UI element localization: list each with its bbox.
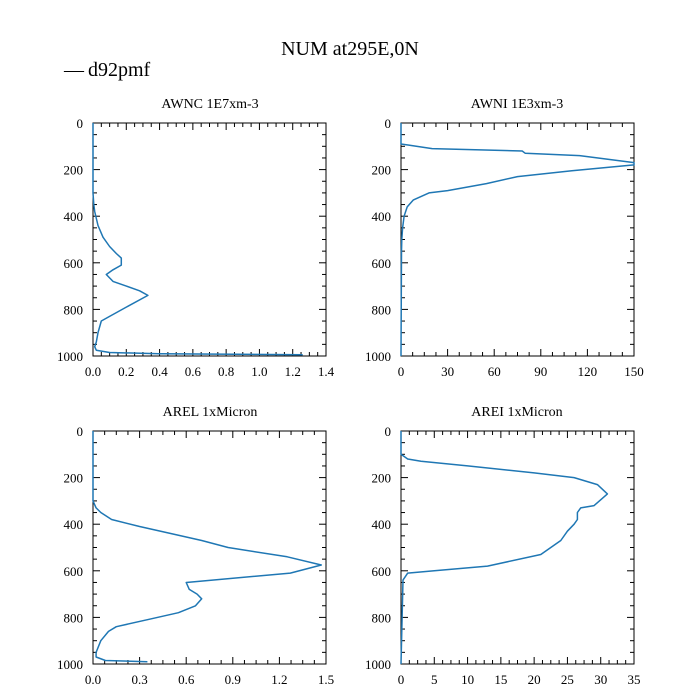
y-tick-label: 0 [385, 116, 392, 131]
x-tick-label: 1.0 [251, 364, 267, 379]
x-tick-label: 0.6 [178, 672, 195, 687]
panel-title: AWNC 1E7xm-3 [161, 97, 258, 112]
x-tick-label: 0.2 [118, 364, 134, 379]
y-tick-label: 600 [372, 256, 392, 271]
y-tick-label: 0 [77, 424, 84, 439]
x-tick-label: 0.8 [218, 364, 234, 379]
panel-awnc: AWNC 1E7xm-3 0.0 0.2 0.4 0.6 0.8 1.0 1.2 1.4 0 20… [57, 97, 335, 379]
y-tick-label: 200 [64, 163, 84, 178]
x-tick-label: 90 [534, 364, 547, 379]
series-line-d92pmf [92, 431, 323, 663]
x-tick-label: 0.4 [151, 364, 168, 379]
x-tick-label: 1.5 [318, 672, 334, 687]
x-tick-label: 0 [398, 364, 405, 379]
x-tick-label: 1.2 [271, 672, 287, 687]
y-tick-label: 200 [372, 471, 392, 486]
x-tick-label: 0 [398, 672, 405, 687]
series-line-d92pmf [92, 123, 303, 356]
x-tick-label: 30 [441, 364, 454, 379]
x-tick-label: 1.2 [285, 364, 301, 379]
series-line-d92pmf [400, 123, 635, 357]
x-tick-label: 60 [488, 364, 501, 379]
x-tick-label: 0.9 [225, 672, 241, 687]
x-tick-label: 0.3 [131, 672, 147, 687]
plot-frame [400, 430, 635, 665]
panel-arei: AREI 1xMicron 0 5 10 15 20 25 30 35 0 200 400 600 80… [365, 405, 641, 687]
legend: — d92pmf [63, 59, 151, 81]
legend-symbol: — [63, 59, 85, 81]
y-tick-label: 800 [372, 610, 392, 625]
plot-frame [92, 430, 327, 665]
panel-title: AWNI 1E3xm-3 [471, 97, 564, 112]
panel-title: AREI 1xMicron [471, 405, 562, 420]
x-tick-label: 150 [624, 364, 644, 379]
panel-awni: AWNI 1E3xm-3 0 30 60 90 120 150 0 200 400 600 800 1… [365, 97, 644, 379]
y-tick-label: 800 [64, 302, 84, 317]
x-tick-label: 30 [594, 672, 607, 687]
y-tick-label: 200 [372, 163, 392, 178]
x-tick-label: 25 [561, 672, 574, 687]
x-tick-label: 0.0 [85, 672, 101, 687]
y-tick-label: 400 [64, 209, 84, 224]
y-tick-label: 600 [64, 564, 84, 579]
y-tick-label: 1000 [57, 657, 83, 672]
x-tick-label: 0.6 [185, 364, 202, 379]
y-tick-label: 600 [372, 564, 392, 579]
figure-title: NUM at295E,0N [281, 38, 419, 60]
legend-label: d92pmf [88, 59, 151, 81]
y-tick-label: 800 [64, 610, 84, 625]
x-tick-label: 35 [628, 672, 641, 687]
y-tick-label: 400 [372, 517, 392, 532]
y-tick-label: 400 [64, 517, 84, 532]
panel-arel: AREL 1xMicron 0.0 0.3 0.6 0.9 1.2 1.5 0 200 400 6… [57, 405, 334, 687]
x-tick-label: 15 [494, 672, 507, 687]
y-tick-label: 800 [372, 302, 392, 317]
y-tick-label: 600 [64, 256, 84, 271]
y-tick-label: 1000 [365, 657, 391, 672]
x-tick-label: 5 [431, 672, 438, 687]
plot-frame [92, 122, 327, 357]
x-tick-label: 20 [528, 672, 541, 687]
x-tick-label: 1.4 [318, 364, 335, 379]
y-tick-label: 1000 [57, 349, 83, 364]
y-tick-label: 400 [372, 209, 392, 224]
y-tick-label: 0 [385, 424, 392, 439]
x-tick-label: 0.0 [85, 364, 101, 379]
panel-title: AREL 1xMicron [163, 405, 258, 420]
x-tick-label: 120 [578, 364, 598, 379]
series-line-d92pmf [400, 431, 609, 665]
y-tick-label: 200 [64, 471, 84, 486]
y-tick-label: 1000 [365, 349, 391, 364]
y-tick-label: 0 [77, 116, 84, 131]
x-tick-label: 10 [461, 672, 474, 687]
